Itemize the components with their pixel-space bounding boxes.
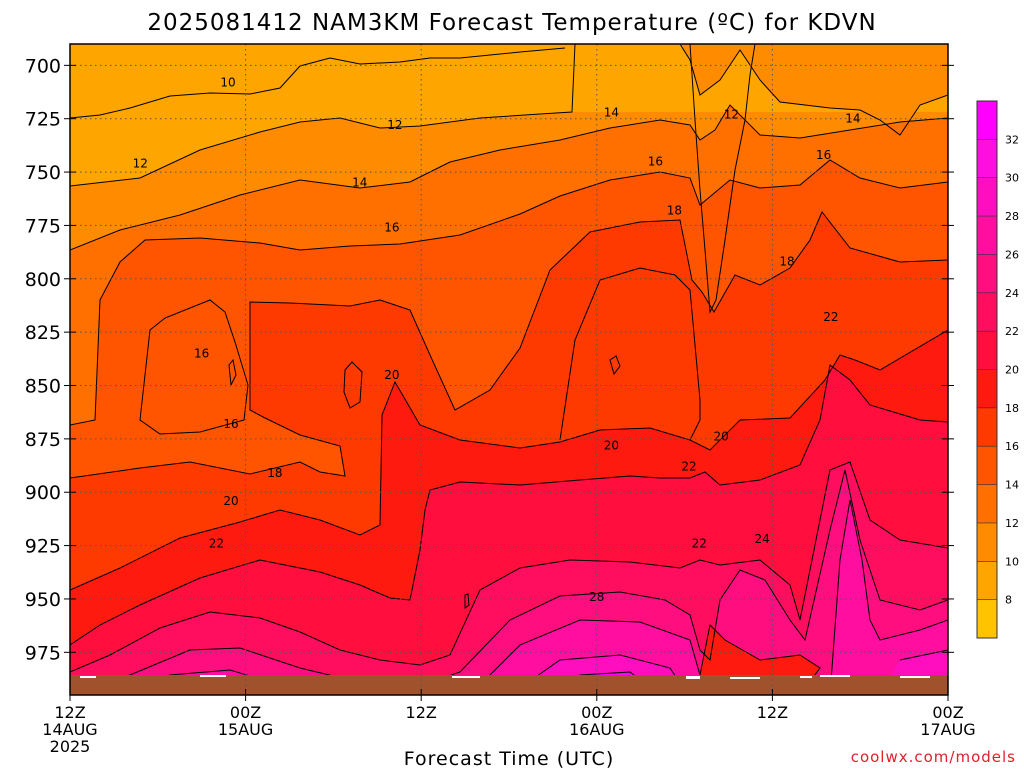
colorbar-swatch (977, 484, 997, 524)
colorbar-tick-label: 28 (1005, 210, 1019, 223)
colorbar-swatch (977, 139, 997, 179)
colorbar-swatch (977, 369, 997, 409)
y-tick-label: 900 (25, 482, 61, 504)
x-tick-label: 00Z (581, 703, 612, 722)
colorbar-swatch (977, 254, 997, 294)
contour-label: 16 (384, 221, 399, 235)
contour-label: 12 (724, 107, 739, 121)
x-tick-label: 12Z (757, 703, 788, 722)
contour-label: 22 (823, 310, 838, 324)
colorbar-tick-label: 26 (1005, 248, 1019, 261)
plot-frame (69, 43, 949, 696)
y-tick-label: 725 (25, 109, 61, 131)
y-tick-label: 975 (25, 642, 61, 664)
x-tick-label: 00Z (932, 703, 963, 722)
colorbar-swatch (977, 446, 997, 486)
y-tick-label: 700 (25, 55, 61, 77)
x-tick-label: 17AUG (920, 720, 975, 739)
y-axis: 700 725 750 775 800 825 850 875 900 925 950 975 (25, 55, 954, 664)
y-tick-label: 925 (25, 536, 61, 558)
contour-label: 16 (648, 154, 663, 168)
colorbar-swatch (977, 292, 997, 332)
colorbar-swatch (977, 331, 997, 370)
band-26-28 (70, 470, 948, 695)
contour-label: 20 (714, 430, 729, 444)
contour-label: 22 (692, 536, 707, 550)
colorbar-tick-label: 10 (1005, 555, 1019, 568)
colorbar-tick-label: 18 (1005, 402, 1019, 415)
contour-label: 18 (267, 466, 282, 480)
y-tick-label: 800 (25, 269, 61, 291)
contour-label: 22 (209, 536, 224, 550)
contour-labels: 10 12 12 12 14 14 14 16 16 16 16 16 18 18 18 20 20 20 20 22… (133, 75, 861, 604)
grid-lines (70, 44, 948, 695)
contour-label: 12 (387, 118, 402, 132)
y-tick-label: 850 (25, 376, 61, 398)
contour-label: 14 (352, 176, 367, 190)
colorbar-tick-label: 12 (1005, 517, 1019, 530)
colorbar-tick-label: 14 (1005, 479, 1019, 492)
contour-label: 18 (779, 255, 794, 269)
colorbar-swatch (977, 101, 997, 140)
y-tick-label: 875 (25, 429, 61, 451)
colorbar-tick-label: 20 (1005, 364, 1019, 377)
x-tick-label: 12Z (54, 703, 85, 722)
x-tick-label: 12Z (406, 703, 437, 722)
colorbar-swatch (977, 407, 997, 447)
colorbar-swatch (977, 216, 997, 255)
contour-label: 28 (589, 590, 604, 604)
colorbar-swatch (977, 522, 997, 562)
contour-label: 12 (133, 157, 148, 171)
x-axis-label: Forecast Time (UTC) (404, 748, 614, 768)
contour-label: 22 (681, 460, 696, 474)
x-tick-label: 15AUG (218, 720, 273, 739)
y-tick-label: 775 (25, 215, 61, 237)
contour-label: 14 (604, 105, 619, 119)
contour-label: 14 (845, 112, 860, 126)
ground-surface (70, 675, 948, 695)
contour-label: 10 (220, 75, 235, 89)
plot-field: 10 12 12 12 14 14 14 16 16 16 16 16 18 18 18 20 20 20 20 22… (70, 44, 948, 695)
y-tick-label: 950 (25, 589, 61, 611)
contour-label: 20 (223, 494, 238, 508)
chart-title: 2025081412 NAM3KM Forecast Temperature (… (147, 10, 876, 36)
colorbar: 8 10 12 14 16 18 20 22 24 26 28 30 32 (976, 100, 1019, 639)
contour-label: 16 (194, 346, 209, 360)
x-tick-label: 16AUG (569, 720, 624, 739)
y-tick-label: 825 (25, 322, 61, 344)
contour-label: 24 (755, 532, 770, 546)
credit-text: coolwx.com/models (851, 748, 1016, 766)
colorbar-tick-label: 16 (1005, 440, 1019, 453)
contour-label: 20 (604, 438, 619, 452)
contour-label: 16 (816, 148, 831, 162)
colorbar-tick-label: 22 (1005, 325, 1019, 338)
ground-snow-specks (80, 675, 930, 679)
x-tick-label: 14AUG (42, 720, 97, 739)
colorbar-swatch (977, 561, 997, 601)
band-30-32 (140, 650, 948, 695)
colorbar-swatch (977, 599, 997, 639)
colorbar-tick-label: 24 (1005, 287, 1019, 300)
colorbar-tick-label: 30 (1005, 172, 1019, 185)
colorbar-swatch (977, 177, 997, 217)
colorbar-tick-label: 32 (1005, 133, 1019, 146)
contour-label: 16 (223, 417, 238, 431)
x-tick-label: 2025 (50, 737, 91, 756)
colorbar-tick-label: 8 (1005, 594, 1012, 607)
contour-label: 20 (384, 368, 399, 382)
x-tick-label: 00Z (230, 703, 261, 722)
contour-label: 18 (667, 203, 682, 217)
y-tick-label: 750 (25, 162, 61, 184)
